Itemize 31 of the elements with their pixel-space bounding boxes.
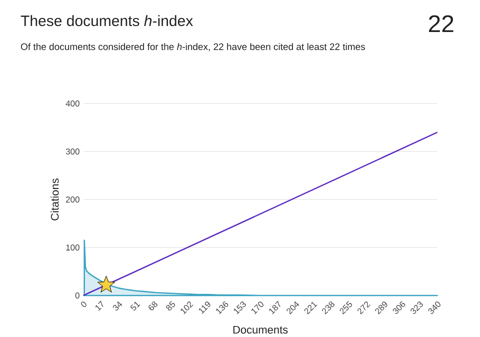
x-tick-label: 119 xyxy=(198,302,210,314)
x-tick-label: 187 xyxy=(269,300,280,314)
text: 22 xyxy=(428,15,454,32)
chart-subtitle: Of the documents considered for the h-index, 22 have been cited at least 22 times xyxy=(20,43,365,52)
x-tick-label: 204 xyxy=(286,301,300,314)
x-tick-label: 102 xyxy=(180,302,194,314)
y-axis-title: Citations xyxy=(50,178,59,220)
x-tick-label: 221 xyxy=(304,302,318,314)
y-tick-label: 300 xyxy=(66,148,80,155)
x-axis-title: Documents xyxy=(233,326,288,334)
y-tick-label: 400 xyxy=(66,100,80,107)
x-tick-label: 255 xyxy=(340,301,352,314)
x-tick-label: 170 xyxy=(252,302,264,314)
x-tick-label: 323 xyxy=(410,302,423,314)
x-tick-label: 85 xyxy=(166,301,176,311)
x-tick-label: 136 xyxy=(216,302,228,314)
x-tick-label: 17 xyxy=(96,300,104,311)
x-tick-label: 153 xyxy=(234,302,246,314)
x-tick-label: 238 xyxy=(322,302,334,314)
x-tick-label: 340 xyxy=(428,302,440,314)
y-tick-label: 100 xyxy=(66,244,80,251)
x-tick-label: 272 xyxy=(357,302,370,314)
x-tick-label: 306 xyxy=(392,302,406,314)
x-tick-label: 34 xyxy=(113,301,122,311)
y-tick-label: 0 xyxy=(75,292,80,299)
x-tick-label: 51 xyxy=(130,302,140,310)
x-tick-label: 68 xyxy=(148,302,158,310)
x-tick-label: 0 xyxy=(81,302,86,308)
y-tick-label: 200 xyxy=(66,196,80,203)
x-tick-label: 289 xyxy=(375,302,388,314)
chart-title: These documents h-index xyxy=(20,15,193,26)
